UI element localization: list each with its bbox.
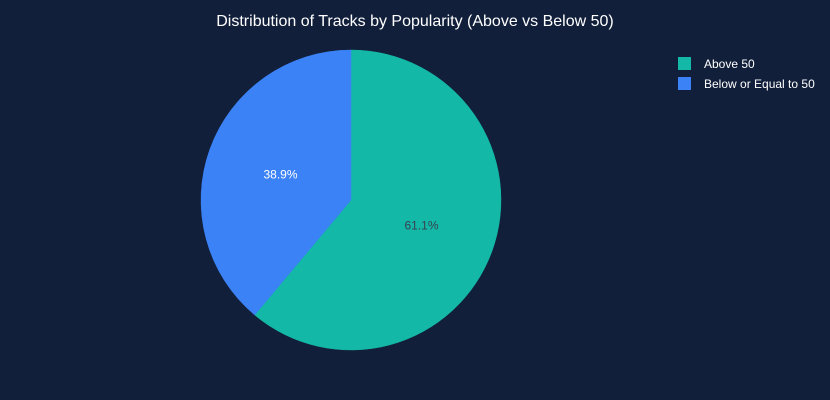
pie-slice-above-50[interactable] (254, 49, 502, 351)
pie-slices (200, 49, 502, 351)
legend-item[interactable]: Below or Equal to 50 (678, 77, 815, 91)
pie-slice-below-or-equal-to-50[interactable] (200, 49, 352, 316)
pie-slice-label: 61.1% (404, 219, 438, 233)
legend-label: Below or Equal to 50 (704, 77, 815, 91)
pie-slice-label: 38.9% (263, 167, 297, 181)
pie-slice-labels: 61.1% 38.9% (263, 167, 438, 232)
legend-swatch (678, 77, 691, 90)
legend-item[interactable]: Above 50 (678, 57, 755, 71)
legend-label: Above 50 (704, 57, 755, 71)
chart-title: Distribution of Tracks by Popularity (Ab… (216, 13, 614, 30)
legend-swatch (678, 57, 691, 70)
legend[interactable]: Above 50 Below or Equal to 50 (678, 57, 815, 91)
